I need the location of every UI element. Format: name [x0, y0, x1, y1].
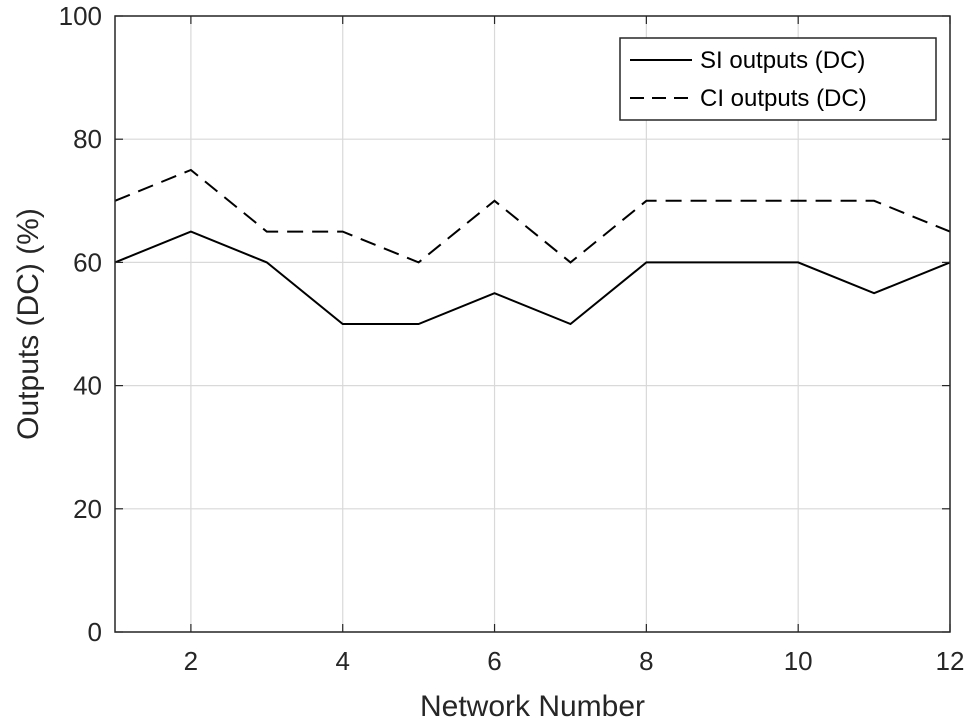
series-lines: [114, 168, 951, 326]
legend-label-ci: CI outputs (DC): [700, 85, 867, 112]
y-axis-title: Outputs (DC) (%): [12, 208, 45, 440]
y-tick-label: 100: [59, 1, 102, 31]
x-tick-label: 12: [936, 646, 965, 676]
x-tick-label: 4: [335, 646, 349, 676]
plot-area-frame: [114, 15, 951, 633]
x-tick-label: 10: [784, 646, 813, 676]
y-tick-label: 20: [73, 494, 102, 524]
x-tick-label: 6: [487, 646, 501, 676]
x-tick-label: 2: [184, 646, 198, 676]
series-line-si: [114, 230, 951, 326]
legend-label-si: SI outputs (DC): [700, 47, 865, 74]
legend-box: [619, 37, 937, 121]
legend: SI outputs (DC) CI outputs (DC): [619, 37, 937, 121]
y-tick-label: 80: [73, 124, 102, 154]
x-axis-title: Network Number: [420, 690, 645, 723]
y-tick-label: 0: [88, 617, 102, 647]
x-tick-label: 8: [639, 646, 653, 676]
y-tick-label: 60: [73, 247, 102, 277]
y-tick-label: 40: [73, 371, 102, 401]
x-axis-ticks: 2 4 6 8 10 12: [184, 16, 965, 676]
series-line-ci: [114, 168, 951, 264]
y-axis-ticks: 0 20 40 60 80 100: [59, 1, 950, 647]
grid: [115, 15, 951, 633]
